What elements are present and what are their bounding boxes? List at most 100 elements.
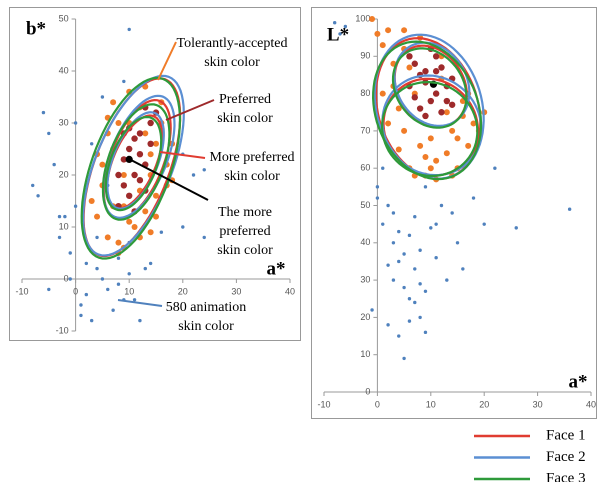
y-tick-label: 50 [360,200,370,210]
point [427,97,434,105]
x-tick-label: -10 [15,286,28,296]
point [397,229,401,234]
point [136,151,144,158]
x-tick-label: 30 [231,286,241,296]
point [116,282,121,286]
y-tick-label: 80 [360,88,370,98]
point [391,278,396,282]
point [142,130,149,137]
point [381,222,385,226]
annotation-pointer [130,159,209,201]
point [454,135,461,142]
ellipse [101,103,171,221]
point [84,292,89,297]
point [401,127,408,134]
x-tick-label: 30 [533,399,543,409]
y-tick-label: -10 [56,325,69,335]
point [332,21,337,25]
point [406,64,413,71]
ellipse [106,111,165,210]
point [402,252,406,256]
point [73,121,78,125]
point [104,234,111,241]
point [73,204,78,208]
point [450,211,454,215]
point [106,287,110,292]
y-tick-label: 10 [59,221,69,231]
point [120,172,127,178]
y-tick-label: 0 [64,273,69,283]
point [395,105,402,112]
point [385,120,392,127]
point [432,68,440,75]
annotation-pointer [157,41,177,81]
point [147,151,154,158]
point [153,140,159,147]
point [407,297,412,301]
point [100,95,105,99]
point [413,267,417,271]
point [132,298,137,302]
point [47,287,51,292]
point [422,112,429,120]
point [402,356,406,361]
point [422,68,429,75]
point [343,24,348,29]
point [147,119,154,127]
point [375,185,380,189]
point [153,213,159,220]
point [423,185,428,189]
chart: -10 0 10 20 30 40 0 10 20 30 40 50 60 70 80 90 100 L* a* [317,13,596,409]
point [148,261,153,266]
point [120,182,128,189]
point [202,168,206,172]
point [138,318,142,323]
point [79,313,83,318]
point [159,230,164,234]
y-tick-label: 60 [360,163,370,173]
annotation-text: skin color [217,111,273,126]
x-axis-label: a* [267,258,286,279]
annotation-text: 580 animation [166,300,247,315]
point [68,277,72,281]
point [375,196,380,200]
point [127,27,131,32]
point [125,155,133,163]
point [423,289,428,293]
point [395,146,402,153]
point [127,272,131,276]
point [461,267,465,271]
y-tick-label: 20 [59,169,69,179]
y-axis-label: L* [327,24,349,45]
point [202,235,206,240]
point [136,177,144,184]
point [52,162,56,167]
y-tick-label: 40 [360,237,370,247]
y-axis-label: b* [26,18,46,39]
x-axis-label: a* [569,371,588,392]
point [416,105,424,112]
y-tick-label: 0 [365,386,370,396]
point [110,99,117,106]
point [131,135,138,142]
x-tick-label: 20 [178,286,188,296]
point [379,90,386,97]
point [402,285,406,290]
point [89,142,94,146]
point [153,192,159,199]
point [429,226,433,230]
point [338,32,342,36]
point [386,263,390,267]
point [471,196,476,200]
annotation-text: skin color [224,169,280,184]
point [88,198,95,204]
point [385,27,392,34]
annotation-text: The more [218,205,272,220]
point [147,140,154,147]
y-tick-label: 100 [355,13,370,23]
annotation-text: More preferred [209,150,294,165]
legend-label: Face 1 [546,427,586,443]
point [434,222,438,226]
point [391,211,396,215]
